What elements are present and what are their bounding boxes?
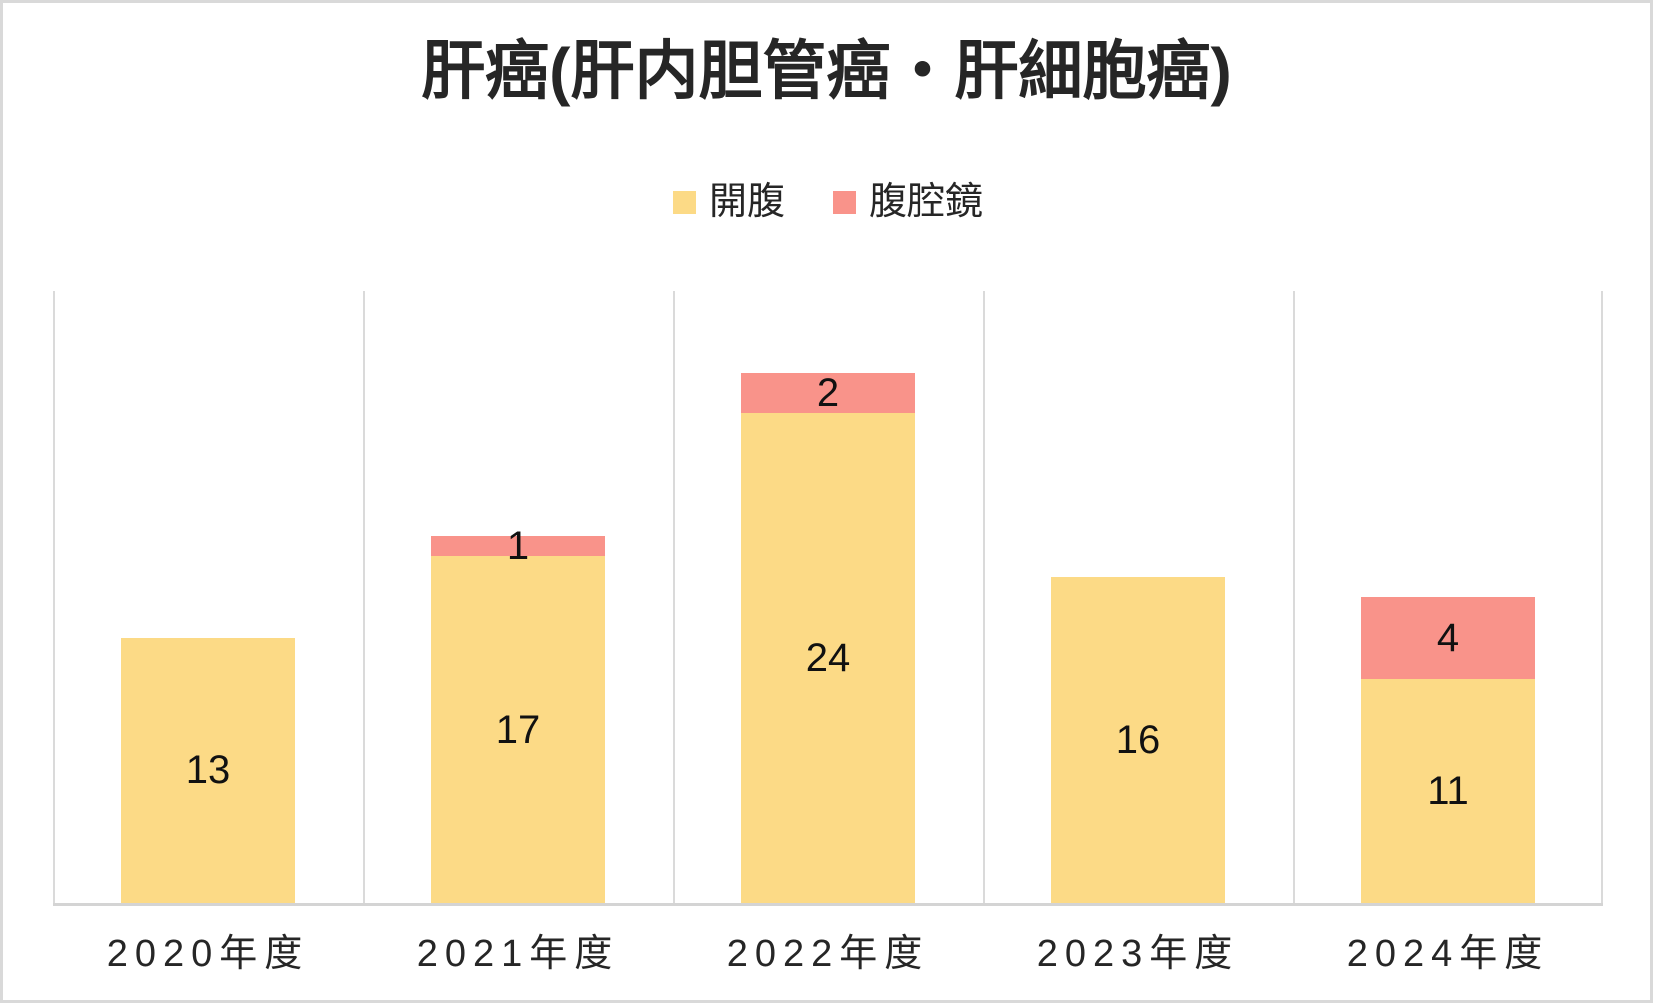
legend-swatch-icon [672, 190, 696, 214]
data-label: 11 [1427, 768, 1469, 813]
bar-column: 13 [53, 291, 363, 903]
bar-segment: 17 [431, 556, 605, 903]
bar-segment: 2 [741, 371, 915, 415]
bar-segment: 4 [1361, 597, 1535, 679]
category-gridline [1293, 291, 1295, 903]
category-gridline [363, 291, 365, 903]
bar-column: 24 2 [673, 291, 983, 903]
chart-legend: 開腹 腹腔鏡 [53, 175, 1603, 229]
bar-column: 16 [983, 291, 1293, 903]
x-axis-label: 2024年度 [1346, 932, 1550, 975]
data-label: 4 [1436, 615, 1460, 660]
category-gridline [983, 291, 985, 903]
category-gridline [1601, 291, 1603, 903]
data-label: 16 [1115, 717, 1161, 762]
bar-segment: 11 [1361, 678, 1535, 903]
data-label: 17 [495, 707, 541, 752]
plot-area: 13 17 1 24 2 16 11 4 [53, 291, 1603, 906]
legend-label: 開腹 [708, 181, 785, 223]
bar-column: 17 1 [363, 291, 673, 903]
legend-swatch-icon [833, 190, 856, 214]
x-axis-label: 2020年度 [106, 932, 310, 975]
data-label: 24 [805, 636, 851, 681]
bar-segment: 1 [431, 526, 605, 566]
x-axis-label: 2023年度 [1036, 932, 1240, 975]
x-axis-label: 2022年度 [726, 932, 930, 975]
data-label: 2 [816, 371, 840, 415]
bar-segment: 24 [741, 413, 915, 903]
legend-item: 腹腔鏡 [833, 183, 983, 221]
x-axis-label: 2021年度 [416, 932, 620, 975]
data-label: 1 [506, 524, 530, 569]
legend-label: 腹腔鏡 [869, 181, 984, 223]
bar-segment: 13 [121, 637, 295, 903]
bar-column: 11 4 [1293, 291, 1603, 903]
chart-title: 肝癌(肝内胆管癌・肝細胞癌) [421, 35, 1232, 107]
category-gridline [53, 291, 55, 903]
x-axis: 2020年度 2021年度 2022年度 2023年度 2024年度 [53, 923, 1603, 975]
legend-item: 開腹 [672, 181, 785, 223]
data-label: 13 [185, 748, 231, 793]
bar-segment: 16 [1051, 576, 1225, 903]
category-gridline [673, 291, 675, 903]
